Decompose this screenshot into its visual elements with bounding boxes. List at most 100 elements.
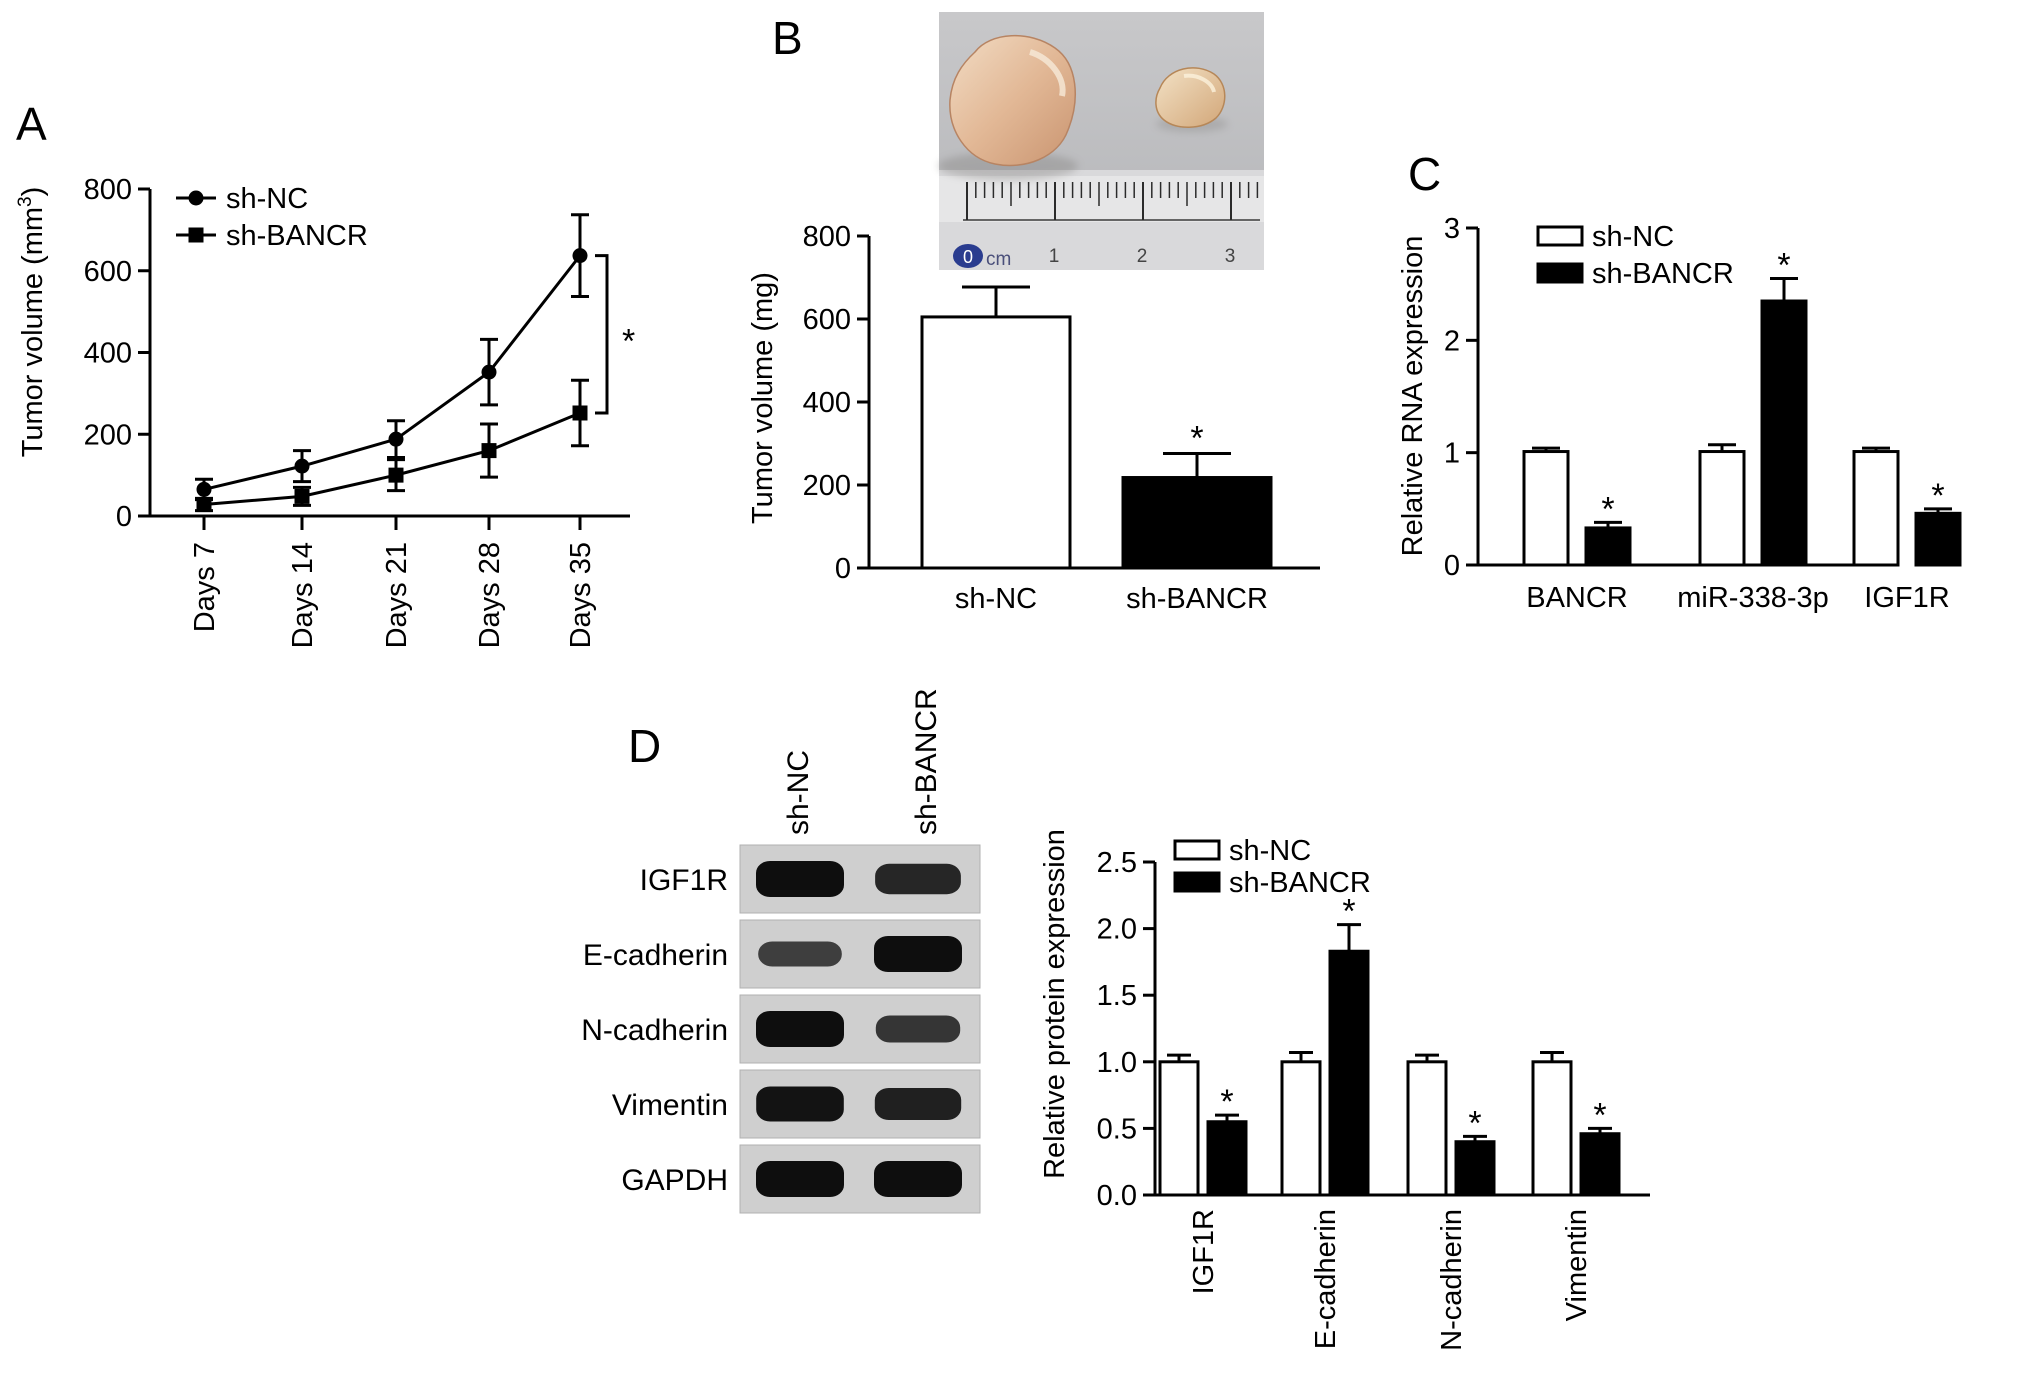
chart-a-series-sh-bancr-point: [388, 467, 404, 483]
panel-label-d: D: [628, 720, 661, 772]
chart-a-x-tick-label: Days 7: [189, 542, 221, 632]
chart-b-tumor-weight: Tumor volume (mg) 0 200 400 600 800 sh-NC sh-B…: [747, 221, 1320, 615]
chart-d-y-tick-label: 1.0: [1097, 1047, 1137, 1079]
blot-row-label: GAPDH: [621, 1164, 728, 1197]
blot-band-e-cadherin-lane-1: [758, 941, 842, 967]
blot-row-label: IGF1R: [640, 864, 728, 897]
chart-a-legend-marker: [188, 190, 204, 206]
chart-c-y-tick-label: 2: [1444, 325, 1460, 357]
chart-c-y-tick-label: 1: [1444, 438, 1460, 470]
chart-c-y-tick-label: 3: [1444, 213, 1460, 245]
ruler-zero-badge: [953, 244, 983, 268]
blot-band-n-cadherin-lane-1: [756, 1011, 844, 1047]
western-blot: sh-NC sh-BANCR IGF1R E-cadherin N-cadherin…: [581, 688, 981, 1214]
blot-strip-border: [739, 1144, 981, 1214]
chart-d-bar-sh-nc: [1280, 1060, 1322, 1197]
chart-c-legend-swatch: [1536, 225, 1584, 247]
chart-d-significance-mark: *: [1468, 1104, 1481, 1142]
blot-lane-label-sh-bancr: sh-BANCR: [910, 688, 943, 835]
chart-d-bar-sh-nc: [1531, 1060, 1573, 1197]
chart-c-legend-label: sh-BANCR: [1592, 258, 1734, 290]
chart-d-x-tick-label: Vimentin: [1561, 1209, 1593, 1321]
ruler-ticks: [966, 182, 1259, 220]
blot-band-gapdh-lane-1: [756, 1161, 844, 1197]
ruler-tick-1: 1: [1049, 246, 1060, 267]
chart-d-bar-sh-bancr: [1206, 1120, 1248, 1197]
blot-strip-border: [739, 1069, 981, 1139]
chart-a-series-sh-bancr-point: [294, 488, 310, 504]
blot-strip-border: [739, 994, 981, 1064]
chart-d-x-tick-label: IGF1R: [1188, 1209, 1220, 1294]
tumor-photo: 0 cm 1 2 3: [938, 12, 1264, 270]
chart-c-y-label: Relative RNA expression: [1397, 236, 1429, 557]
chart-a-x-tick-label: Days 14: [287, 542, 319, 648]
chart-b-y-label: Tumor volume (mg): [747, 272, 779, 524]
blot-row-label: E-cadherin: [583, 939, 728, 972]
chart-a-y-tick-label: 800: [84, 174, 132, 206]
chart-d-bar-sh-nc: [1406, 1060, 1448, 1197]
panel-label-b: B: [772, 12, 803, 64]
blot-strip-border: [739, 844, 981, 914]
chart-c-bar-sh-nc: [1522, 450, 1570, 567]
chart-c-bar-sh-bancr: [1760, 299, 1808, 567]
ruler-tick-2: 2: [1137, 246, 1148, 267]
blot-band-igf1r-lane-2: [875, 863, 961, 895]
blot-band-vimentin-lane-1: [756, 1086, 844, 1122]
chart-a-series-sh-nc-line: [203, 254, 582, 491]
chart-c-bar-sh-nc: [1698, 450, 1746, 567]
chart-d-y-label: Relative protein expression: [1039, 829, 1071, 1179]
chart-c-x-tick-label: BANCR: [1526, 582, 1628, 614]
chart-d-y-tick-label: 1.5: [1097, 980, 1137, 1012]
chart-a-legend-label: sh-BANCR: [226, 220, 368, 252]
panel-label-a: A: [16, 98, 47, 150]
chart-d-y-tick-label: 0.0: [1097, 1180, 1137, 1212]
chart-c-x-tick-label: miR-338-3p: [1677, 582, 1829, 614]
chart-b-y-tick-label: 800: [803, 221, 851, 253]
chart-a-series-sh-nc-point: [294, 458, 310, 474]
chart-d-legend-label: sh-BANCR: [1229, 867, 1371, 899]
blot-row-label: N-cadherin: [581, 1014, 728, 1047]
blot-strip-border: [739, 919, 981, 989]
chart-d-legend-label: sh-NC: [1229, 835, 1311, 867]
chart-b-y-tick-label: 200: [803, 470, 851, 502]
chart-d-y-tick-label: 2.5: [1097, 847, 1137, 879]
chart-d-legend-swatch: [1173, 839, 1221, 861]
chart-d-significance-mark: *: [1593, 1096, 1606, 1134]
panel-label-c: C: [1408, 148, 1441, 200]
chart-a-series-sh-nc-point: [572, 248, 588, 264]
tumor-sh-nc: [949, 35, 1076, 167]
chart-b-bar-sh-bancr: [1121, 476, 1273, 570]
chart-a-x-tick-label: Days 28: [474, 542, 506, 648]
chart-b-x-tick-label: sh-NC: [955, 583, 1037, 615]
ruler-unit: cm: [986, 249, 1011, 270]
blot-band-n-cadherin-lane-2: [875, 1015, 961, 1043]
chart-d-bar-sh-bancr: [1454, 1140, 1496, 1197]
ruler-tick-3: 3: [1225, 246, 1236, 267]
chart-d-legend-swatch: [1173, 871, 1221, 893]
chart-d-bar-sh-bancr: [1328, 949, 1370, 1197]
chart-c-y-tick-label: 0: [1444, 550, 1460, 582]
chart-a-significance-mark: *: [622, 322, 635, 360]
chart-b-y-tick-label: 400: [803, 387, 851, 419]
chart-a-y-tick-label: 200: [84, 419, 132, 451]
chart-c-bar-sh-bancr: [1914, 511, 1962, 567]
blot-band-gapdh-lane-2: [874, 1161, 962, 1197]
chart-c-x-tick-label: IGF1R: [1864, 582, 1949, 614]
chart-b-y-tick-label: 0: [835, 553, 851, 585]
blot-row-label: Vimentin: [612, 1089, 728, 1122]
blot-band-igf1r-lane-1: [756, 861, 844, 897]
chart-b-y-tick-label: 600: [803, 304, 851, 336]
chart-a-series-sh-bancr-point: [572, 405, 588, 421]
chart-d-x-tick-label: N-cadherin: [1436, 1209, 1468, 1351]
chart-d-significance-mark: *: [1220, 1083, 1233, 1121]
chart-a-y-tick-label: 600: [84, 256, 132, 288]
chart-d-y-tick-label: 0.5: [1097, 1113, 1137, 1145]
chart-a-significance-bracket: [595, 254, 609, 415]
chart-a-y-label: Tumor volume (mm3): [15, 187, 49, 458]
chart-d-x-tick-label: E-cadherin: [1310, 1209, 1342, 1349]
ruler-zero: 0: [963, 247, 973, 267]
chart-c-significance-mark: *: [1777, 247, 1790, 285]
chart-a-y-tick-label: 0: [116, 501, 132, 533]
chart-c-significance-mark: *: [1601, 490, 1614, 528]
